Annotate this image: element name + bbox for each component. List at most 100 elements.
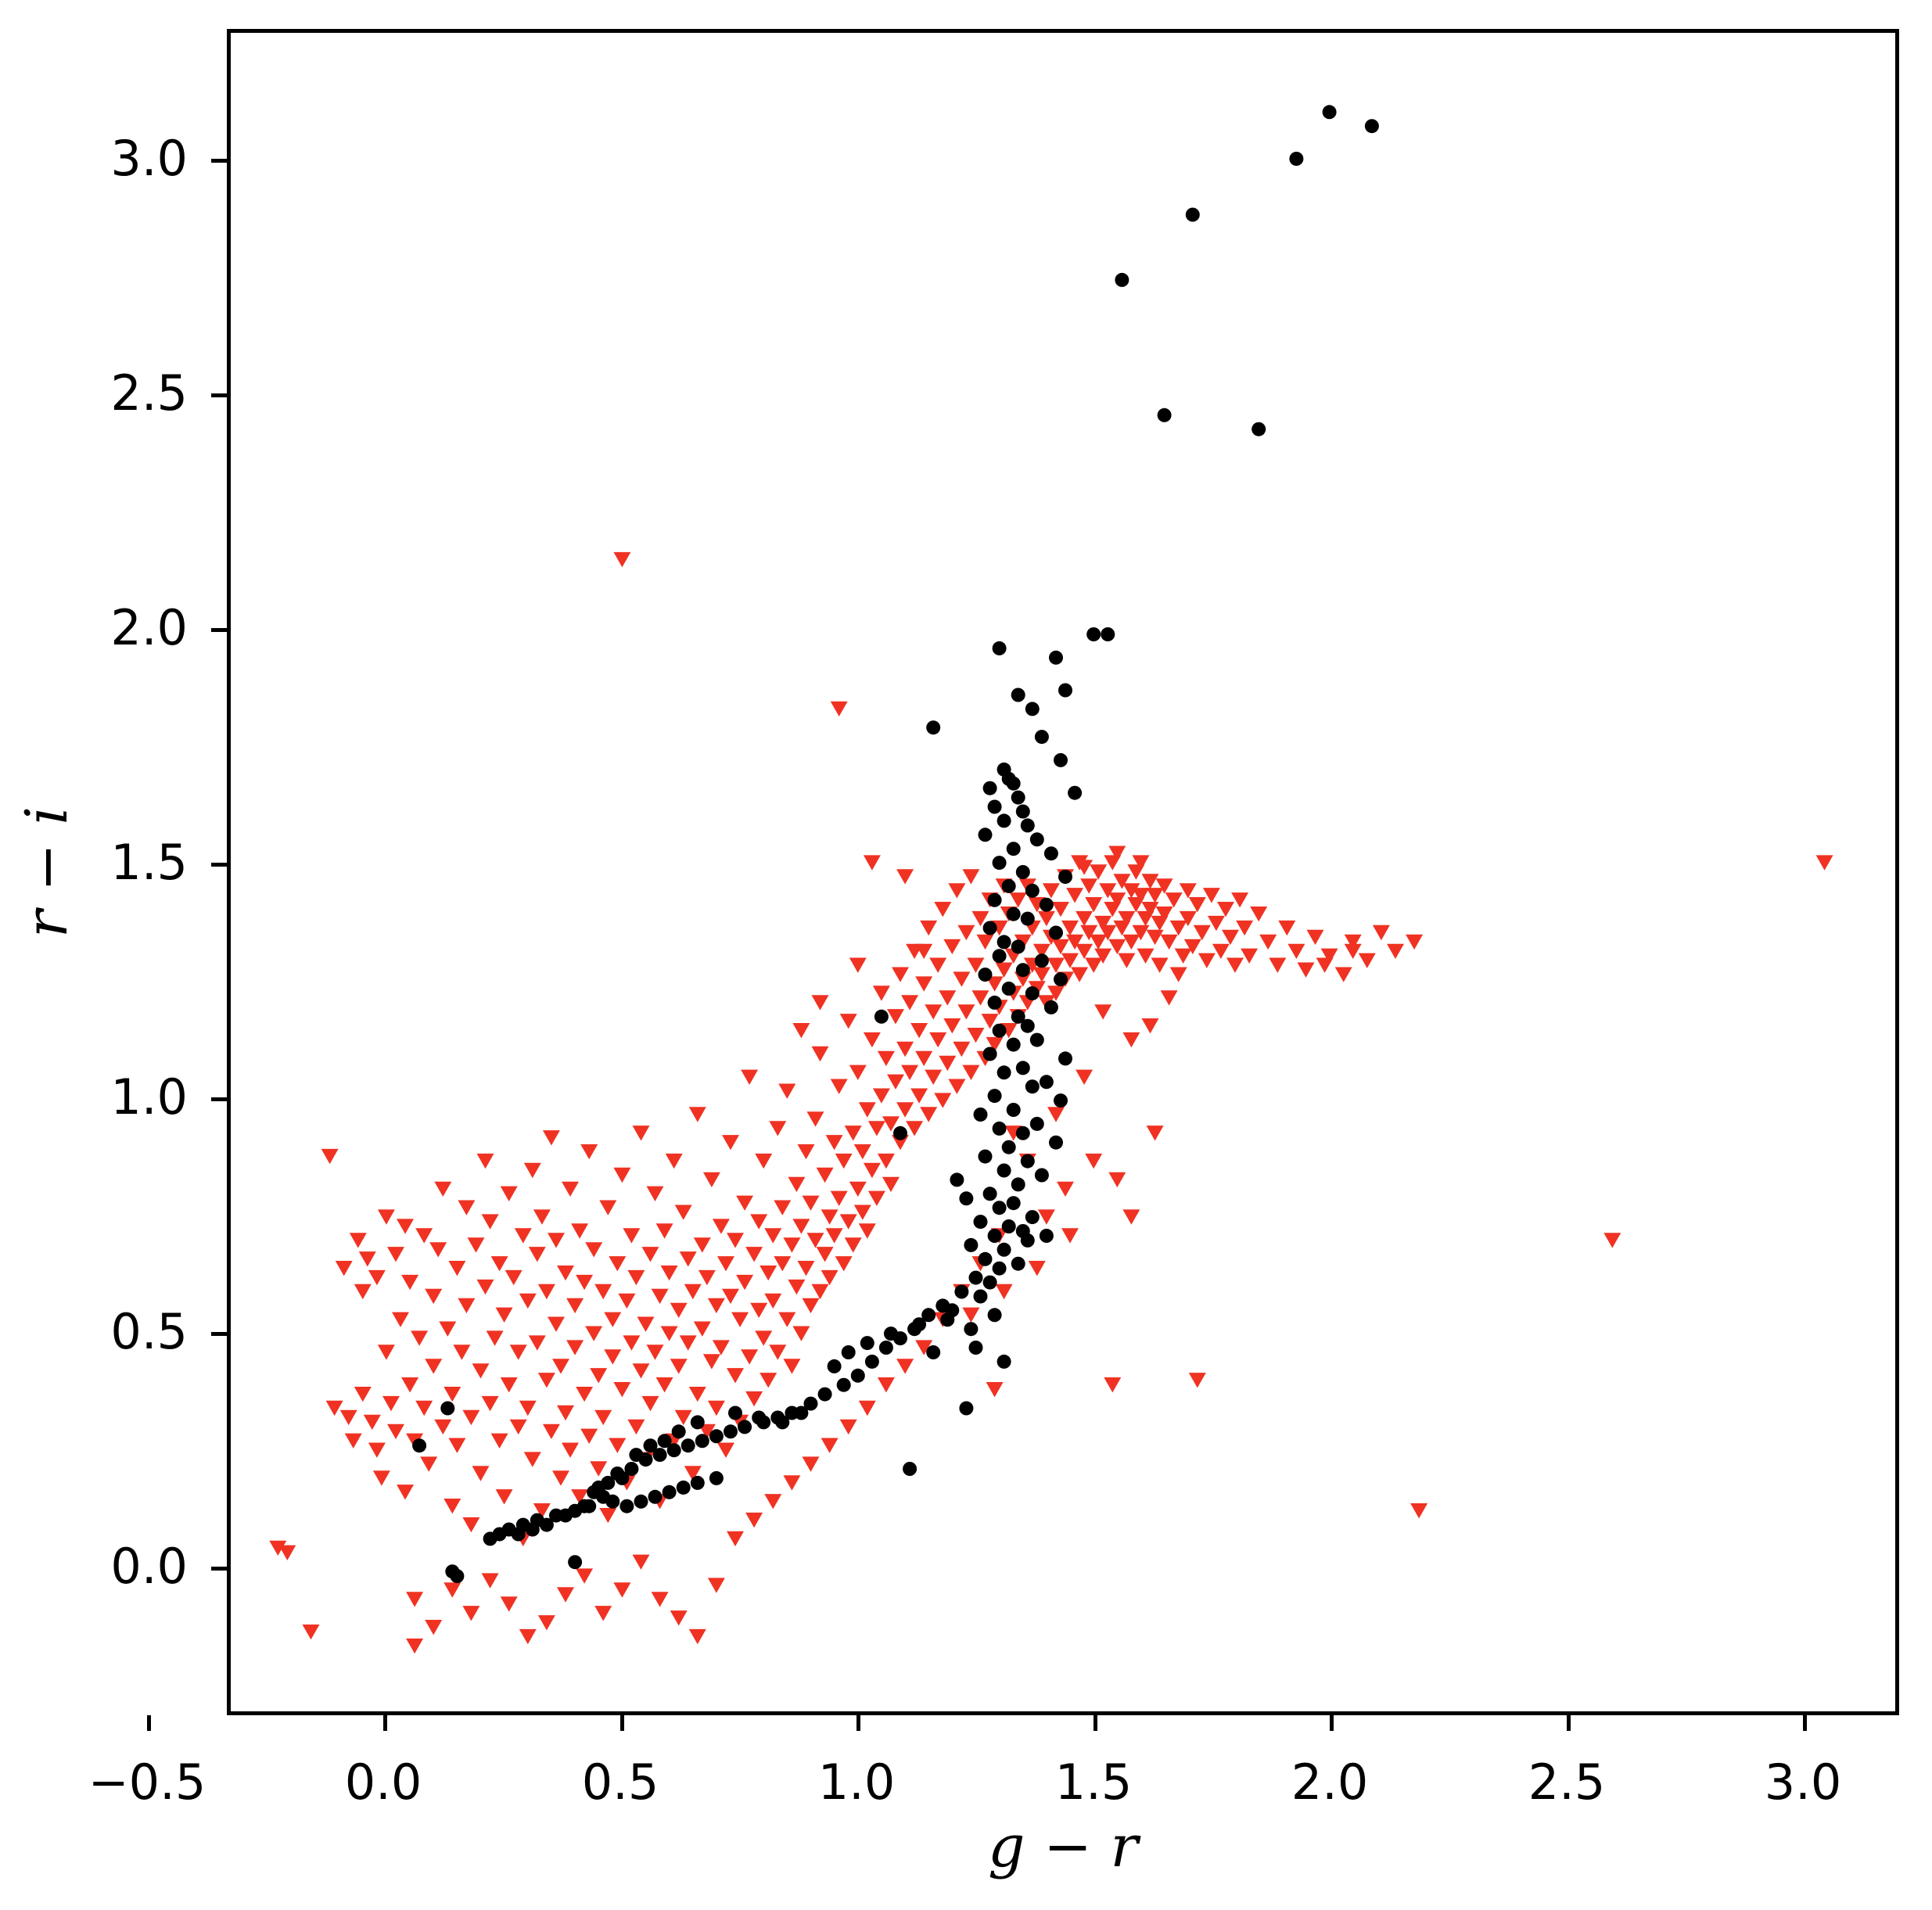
data-point-circle xyxy=(568,1555,583,1570)
data-point-triangle xyxy=(707,1400,725,1416)
data-point-triangle xyxy=(995,962,1013,978)
data-point-circle xyxy=(695,1434,709,1449)
data-point-triangle xyxy=(425,1359,443,1374)
data-point-triangle xyxy=(1334,967,1352,982)
data-point-triangle xyxy=(354,1387,372,1402)
data-point-triangle xyxy=(1108,892,1126,908)
data-point-triangle xyxy=(976,934,994,950)
ytick-mark xyxy=(211,863,227,867)
data-point-triangle xyxy=(934,902,952,917)
xtick-label-1-0: 1.0 xyxy=(817,1754,896,1811)
data-point-triangle xyxy=(623,1335,641,1351)
data-point-triangle xyxy=(571,1489,589,1505)
data-point-triangle xyxy=(674,1409,692,1426)
data-point-circle xyxy=(1011,1177,1025,1192)
data-point-triangle xyxy=(397,1219,414,1234)
data-point-triangle xyxy=(325,1400,343,1416)
data-point-triangle xyxy=(736,1195,754,1211)
data-point-circle xyxy=(950,1172,964,1187)
data-point-triangle xyxy=(962,1065,980,1080)
data-point-triangle xyxy=(887,1074,904,1090)
data-point-circle xyxy=(1020,1233,1035,1248)
data-point-triangle xyxy=(1141,902,1159,917)
data-point-triangle xyxy=(957,1004,975,1020)
data-point-triangle xyxy=(844,1237,862,1253)
data-point-triangle xyxy=(609,1438,627,1453)
data-point-circle xyxy=(912,1317,927,1332)
data-point-triangle xyxy=(830,701,848,716)
data-point-triangle xyxy=(1108,939,1126,955)
data-point-triangle xyxy=(953,1041,971,1057)
data-point-triangle xyxy=(462,1606,480,1621)
data-point-triangle xyxy=(901,995,919,1011)
data-point-circle xyxy=(959,1191,974,1206)
data-point-circle xyxy=(1043,1000,1058,1014)
data-point-circle xyxy=(992,1201,1007,1215)
data-point-circle xyxy=(1029,832,1044,847)
data-point-triangle xyxy=(1217,902,1234,917)
data-point-triangle xyxy=(1160,990,1178,1006)
data-point-triangle xyxy=(971,910,989,927)
data-point-triangle xyxy=(906,1121,924,1136)
data-point-circle xyxy=(1289,152,1304,166)
data-point-circle xyxy=(1011,1009,1025,1024)
data-point-triangle xyxy=(1094,915,1112,932)
data-point-circle xyxy=(1185,207,1200,222)
data-point-triangle xyxy=(1320,948,1338,964)
data-point-circle xyxy=(615,1470,630,1485)
xtick-label-2-0: 2.0 xyxy=(1291,1754,1369,1811)
data-point-triangle xyxy=(604,1349,622,1365)
data-point-triangle xyxy=(1306,929,1324,946)
data-point-triangle xyxy=(760,1373,777,1388)
ytick-mark xyxy=(211,159,227,163)
data-point-circle xyxy=(1049,650,1063,665)
data-point-triangle xyxy=(684,1466,702,1481)
data-point-circle xyxy=(982,1275,997,1290)
data-point-triangle xyxy=(1151,957,1169,973)
data-point-circle xyxy=(1025,883,1040,898)
data-point-triangle xyxy=(1057,1181,1074,1197)
data-point-triangle xyxy=(523,1162,541,1179)
data-point-triangle xyxy=(830,1190,848,1206)
data-point-triangle xyxy=(1080,924,1098,941)
data-point-triangle xyxy=(910,1088,928,1104)
data-point-triangle xyxy=(797,1144,815,1160)
data-point-triangle xyxy=(849,1181,867,1197)
data-point-triangle xyxy=(439,1321,457,1337)
data-point-circle xyxy=(624,1462,639,1476)
data-point-triangle xyxy=(411,1330,429,1346)
data-point-triangle xyxy=(576,1387,594,1402)
data-point-triangle xyxy=(1222,929,1239,946)
data-point-triangle xyxy=(590,1368,608,1384)
data-point-triangle xyxy=(962,869,980,885)
data-point-triangle xyxy=(1410,1503,1428,1519)
data-point-triangle xyxy=(858,1102,876,1118)
data-point-triangle xyxy=(623,1228,641,1244)
data-point-triangle xyxy=(1146,1126,1164,1141)
data-point-circle xyxy=(1015,1061,1030,1075)
data-point-triangle xyxy=(585,1242,603,1258)
data-point-triangle xyxy=(792,1326,810,1341)
data-point-triangle xyxy=(548,1316,565,1332)
data-point-circle xyxy=(412,1438,427,1453)
data-point-circle xyxy=(978,828,993,842)
data-point-triangle xyxy=(1212,943,1230,959)
data-point-triangle xyxy=(397,1485,414,1500)
data-point-circle xyxy=(878,1341,893,1355)
data-point-triangle xyxy=(722,1288,739,1305)
data-point-triangle xyxy=(802,1195,820,1211)
data-point-triangle xyxy=(915,976,933,992)
data-point-triangle xyxy=(925,1069,943,1085)
data-point-triangle xyxy=(986,1036,1004,1053)
data-point-triangle xyxy=(472,1466,490,1481)
data-point-triangle xyxy=(1061,953,1079,968)
data-point-circle xyxy=(978,1251,993,1266)
data-point-triangle xyxy=(533,1209,551,1225)
data-point-triangle xyxy=(858,1400,876,1416)
data-point-triangle xyxy=(467,1237,485,1253)
data-point-triangle xyxy=(528,1247,546,1262)
data-point-triangle xyxy=(1174,948,1192,964)
data-point-circle xyxy=(978,968,993,982)
data-point-triangle xyxy=(962,1307,980,1323)
data-point-triangle xyxy=(702,1172,720,1188)
